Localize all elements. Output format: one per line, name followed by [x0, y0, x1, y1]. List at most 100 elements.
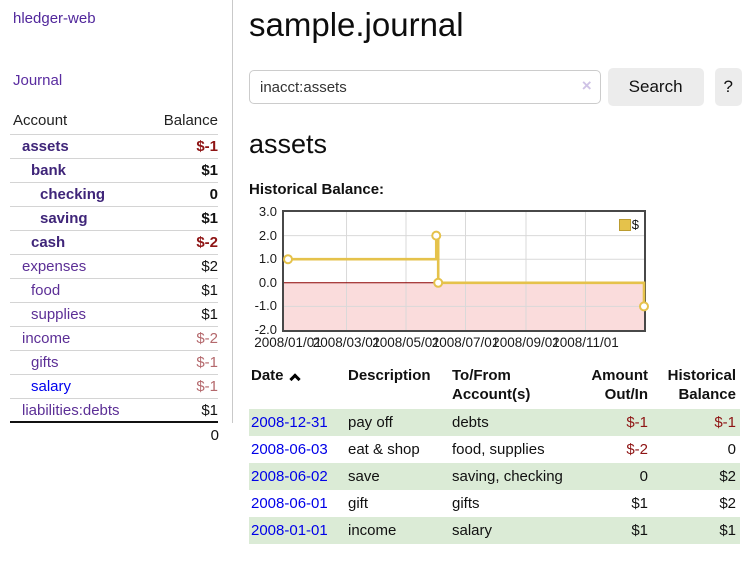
y-axis-tick-label: 1.0: [258, 251, 277, 267]
register-header-balance: Historical Balance: [667, 367, 736, 403]
account-link[interactable]: food: [31, 282, 61, 299]
balance-cell: 0: [727, 441, 736, 458]
account-row: food $1: [10, 279, 218, 303]
search-input[interactable]: [249, 70, 601, 104]
account-row: cash $-2: [10, 231, 218, 255]
account-link[interactable]: assets: [22, 138, 69, 155]
description-cell: gift: [348, 495, 369, 512]
date-cell: 2008-01-01: [249, 517, 346, 544]
account-link[interactable]: cash: [31, 234, 66, 251]
x-axis-tick-label: 2008/05/01: [372, 335, 440, 350]
y-axis-tick-label: 2.0: [258, 227, 277, 243]
register-row: 2008-12-31 pay off debts $-1 $-1: [249, 409, 740, 436]
date-cell: 2008-06-03: [249, 436, 346, 463]
account-row: income $-2: [10, 327, 218, 351]
account-link[interactable]: saving: [40, 210, 88, 227]
sidebar: hledger-web Journal Account Balance asse…: [0, 0, 233, 544]
chart-title: Historical Balance:: [249, 181, 385, 198]
main-content: sample.journal × Search ? assets Histori…: [233, 0, 742, 544]
register-header-row: Date Description To/From Account(s) Amou…: [249, 364, 740, 409]
date-cell: 2008-12-31: [249, 409, 346, 436]
balance-cell: $1: [719, 522, 736, 539]
account-link[interactable]: salary: [31, 378, 72, 395]
description-cell: income: [348, 522, 397, 539]
description-cell: save: [348, 468, 380, 485]
account-link[interactable]: checking: [40, 186, 106, 203]
x-axis-tick-label: 2008/03/01: [312, 335, 381, 350]
sidebar-item-journal[interactable]: Journal: [13, 72, 63, 89]
transaction-date-link[interactable]: 2008-12-31: [251, 414, 328, 431]
account-link[interactable]: gifts: [31, 354, 59, 371]
account-row: saving $1: [10, 207, 218, 231]
account-link[interactable]: liabilities:debts: [22, 401, 120, 419]
accounts-table-header: Account Balance: [10, 110, 218, 135]
accounts-cell: salary: [452, 522, 493, 539]
account-balance: $-1: [196, 354, 218, 371]
register-row: 2008-06-02 save saving, checking 0 $2: [249, 463, 740, 490]
register-row: 2008-06-03 eat & shop food, supplies $-2 0: [249, 436, 740, 463]
register-header-description: Description: [348, 367, 431, 384]
accounts-cell: food, supplies: [452, 441, 545, 458]
account-link[interactable]: bank: [31, 162, 67, 179]
transaction-date-link[interactable]: 2008-06-02: [251, 468, 328, 485]
amount-cell: $-1: [626, 414, 648, 431]
account-row: expenses $2: [10, 255, 218, 279]
accounts-rows: assets $-1 bank $1 checking 0 saving $1 cash $-2 e…: [10, 135, 218, 423]
account-balance: $1: [201, 282, 218, 299]
accounts-cell: gifts: [452, 495, 480, 512]
account-link[interactable]: income: [22, 330, 71, 347]
chart-legend: $: [618, 217, 639, 232]
account-balance: $1: [201, 306, 218, 323]
balance-cell: $-1: [714, 414, 736, 431]
y-axis-tick-label: 0.0: [258, 274, 277, 290]
account-row: salary $-1: [10, 375, 218, 399]
account-balance: $-2: [196, 234, 218, 251]
clear-search-icon[interactable]: ×: [581, 76, 592, 95]
y-axis-tick-label: -1.0: [254, 298, 277, 314]
x-axis-tick-label: 2008/11/01: [552, 335, 619, 350]
account-balance: $-1: [196, 138, 218, 155]
register-header-date[interactable]: Date: [249, 364, 346, 409]
legend-swatch-icon: [618, 218, 631, 231]
account-balance: $-2: [196, 330, 218, 347]
transaction-date-link[interactable]: 2008-01-01: [251, 522, 328, 539]
account-link[interactable]: expenses: [22, 258, 87, 275]
sort-ascending-icon: [288, 373, 301, 385]
account-link[interactable]: supplies: [31, 306, 87, 323]
account-row: assets $-1: [10, 135, 218, 159]
account-row: supplies $1: [10, 303, 218, 327]
register-table: Date Description To/From Account(s) Amou…: [249, 364, 740, 544]
transaction-date-link[interactable]: 2008-06-03: [251, 441, 328, 458]
accounts-header-balance: Balance: [163, 112, 218, 129]
accounts-cell: saving, checking: [452, 468, 563, 485]
account-balance: $1: [201, 210, 218, 227]
transaction-date-link[interactable]: 2008-06-01: [251, 495, 328, 512]
register-row: 2008-01-01 income salary $1 $1: [249, 517, 740, 544]
account-row: gifts $-1: [10, 351, 218, 375]
search-bar: × Search ?: [249, 68, 742, 106]
accounts-total: 0: [210, 427, 219, 444]
help-button[interactable]: ?: [714, 68, 742, 106]
description-cell: pay off: [348, 414, 393, 431]
date-cell: 2008-06-01: [249, 490, 346, 517]
date-cell: 2008-06-02: [249, 463, 346, 490]
brand-link[interactable]: hledger-web: [13, 10, 96, 27]
balance-cell: $2: [719, 468, 736, 485]
amount-cell: $1: [631, 495, 648, 512]
y-axis-tick-label: 3.0: [258, 204, 277, 219]
register-header-amount: Amount Out/In: [591, 367, 648, 403]
chart-plot-area: $: [282, 210, 649, 332]
accounts-header-account: Account: [13, 112, 68, 129]
account-balance: $1: [201, 401, 218, 419]
accounts-cell: debts: [452, 414, 489, 431]
historical-balance-chart: 3.0 2.0 1.0 0.0 -1.0 -2.0 $ 2008/01/01 2008/03…: [249, 204, 649, 351]
account-row: bank $1: [10, 159, 218, 183]
amount-cell: $1: [631, 522, 648, 539]
amount-cell: $-2: [626, 441, 648, 458]
search-button[interactable]: Search: [607, 68, 704, 106]
account-balance: $2: [201, 258, 218, 275]
account-balance: $-1: [196, 378, 218, 395]
balance-cell: $2: [719, 495, 736, 512]
legend-label: $: [631, 217, 639, 232]
account-balance: 0: [209, 186, 218, 203]
